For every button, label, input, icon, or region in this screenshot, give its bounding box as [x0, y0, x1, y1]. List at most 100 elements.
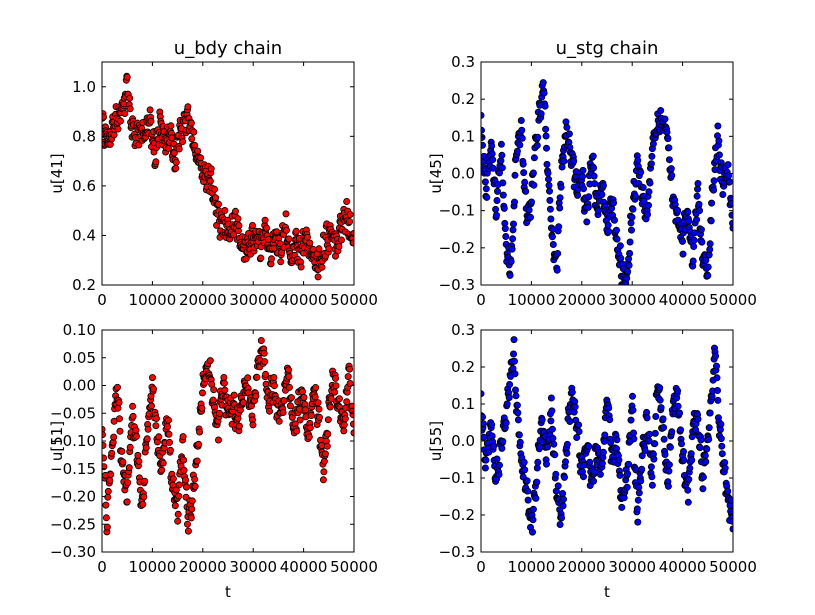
- data-point: [549, 434, 557, 442]
- data-point: [106, 476, 114, 484]
- data-point: [114, 383, 122, 391]
- data-point: [563, 440, 571, 448]
- data-point: [502, 232, 510, 240]
- data-point: [296, 416, 304, 424]
- data-point: [166, 446, 174, 454]
- data-point: [340, 427, 348, 435]
- data-point: [520, 458, 528, 466]
- data-point: [509, 350, 517, 358]
- data-point: [171, 502, 179, 510]
- data-point: [253, 373, 261, 381]
- data-point: [656, 396, 664, 404]
- data-point: [102, 441, 107, 449]
- data-point: [668, 171, 676, 179]
- data-point: [210, 386, 218, 394]
- data-point: [533, 464, 541, 472]
- data-point: [314, 399, 322, 407]
- data-point: [616, 471, 624, 479]
- data-point: [684, 208, 692, 216]
- data-point: [628, 213, 636, 221]
- data-point: [114, 125, 122, 133]
- data-point: [108, 449, 116, 457]
- data-point: [320, 468, 328, 476]
- data-point: [190, 128, 198, 136]
- data-point: [152, 158, 160, 166]
- x-tick-label: 10000: [129, 558, 177, 576]
- data-point: [571, 403, 579, 411]
- data-point: [510, 357, 518, 365]
- data-point: [321, 450, 329, 458]
- data-point: [676, 409, 684, 417]
- data-point: [543, 144, 551, 152]
- data-point: [212, 194, 220, 202]
- data-point: [634, 518, 642, 526]
- data-point: [257, 336, 265, 344]
- data-point: [519, 160, 527, 168]
- data-point: [129, 402, 137, 410]
- data-point: [660, 423, 668, 431]
- data-point: [146, 106, 154, 114]
- data-point: [586, 458, 594, 466]
- data-point: [591, 180, 599, 188]
- data-point: [601, 431, 609, 439]
- data-point: [175, 481, 183, 489]
- data-point: [704, 272, 712, 280]
- data-point: [147, 402, 155, 410]
- data-point: [684, 498, 692, 506]
- data-point: [341, 415, 349, 423]
- y-tick-label: −0.10: [50, 432, 96, 450]
- x-tick-label: 50000: [330, 291, 378, 309]
- x-tick-label: 30000: [608, 558, 656, 576]
- data-point: [499, 437, 507, 445]
- data-point: [284, 366, 292, 374]
- subplot-u51: 0 10000 20000 30000 40000 50000 −0.30 −0.25 −0.2…: [48, 321, 378, 601]
- data-point: [534, 133, 542, 141]
- x-tick-label: 10000: [508, 558, 556, 576]
- data-point: [674, 387, 682, 395]
- data-point: [235, 422, 243, 430]
- data-point: [626, 249, 634, 257]
- data-point: [710, 186, 718, 194]
- data-point: [135, 457, 143, 465]
- data-point: [191, 475, 199, 483]
- data-point: [325, 244, 333, 252]
- data-point: [118, 447, 126, 455]
- data-point: [148, 374, 156, 382]
- x-tick-label: 0: [476, 558, 486, 576]
- data-point: [573, 433, 581, 441]
- data-point: [498, 151, 506, 159]
- data-point: [637, 477, 645, 485]
- data-point: [285, 235, 293, 243]
- data-point: [651, 440, 659, 448]
- data-point: [231, 207, 239, 215]
- data-point: [580, 185, 588, 193]
- data-point: [704, 263, 712, 271]
- data-point: [630, 429, 638, 437]
- data-point: [164, 416, 172, 424]
- data-point: [123, 498, 131, 506]
- data-point: [191, 141, 199, 149]
- data-point: [529, 528, 537, 536]
- data-point: [680, 456, 688, 464]
- data-point: [560, 495, 568, 503]
- data-point: [187, 119, 195, 127]
- data-point: [584, 203, 592, 211]
- data-point: [116, 415, 124, 423]
- data-point: [114, 404, 122, 412]
- data-point: [605, 404, 613, 412]
- data-point: [579, 172, 587, 180]
- data-point: [534, 458, 542, 466]
- x-tick-label: 50000: [709, 558, 757, 576]
- x-tick-label: 30000: [608, 291, 656, 309]
- data-point: [481, 464, 489, 472]
- data-point: [152, 414, 160, 422]
- data-point: [501, 225, 509, 233]
- data-point: [648, 473, 656, 481]
- data-point: [175, 145, 183, 153]
- data-point: [591, 468, 599, 476]
- data-point: [538, 416, 546, 424]
- data-point: [546, 187, 554, 195]
- data-point: [129, 412, 137, 420]
- data-point: [560, 157, 568, 165]
- data-point: [727, 496, 733, 504]
